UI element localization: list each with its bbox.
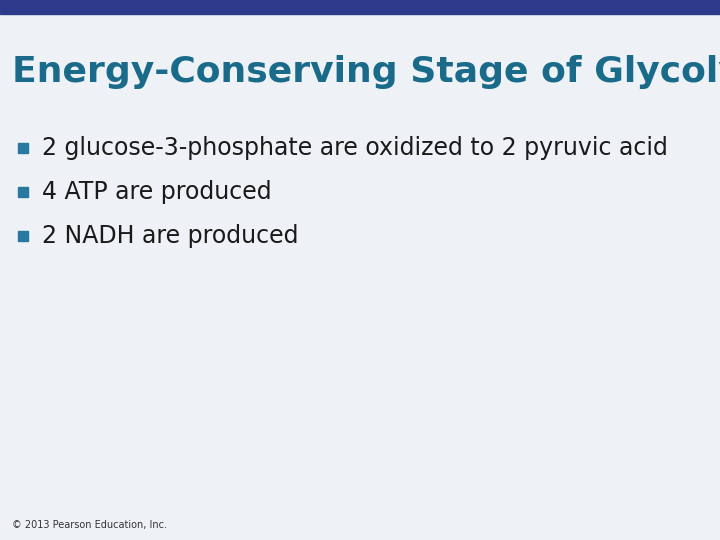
Bar — [18, 231, 28, 241]
Text: 2 NADH are produced: 2 NADH are produced — [42, 224, 299, 248]
Bar — [0, 0, 720, 14]
Text: 2 glucose-3-phosphate are oxidized to 2 pyruvic acid: 2 glucose-3-phosphate are oxidized to 2 … — [42, 136, 668, 160]
Bar — [18, 187, 28, 197]
Text: Energy-Conserving Stage of Glycolysis: Energy-Conserving Stage of Glycolysis — [12, 55, 720, 89]
Text: © 2013 Pearson Education, Inc.: © 2013 Pearson Education, Inc. — [12, 520, 167, 530]
Bar — [18, 143, 28, 153]
Text: 4 ATP are produced: 4 ATP are produced — [42, 180, 271, 204]
